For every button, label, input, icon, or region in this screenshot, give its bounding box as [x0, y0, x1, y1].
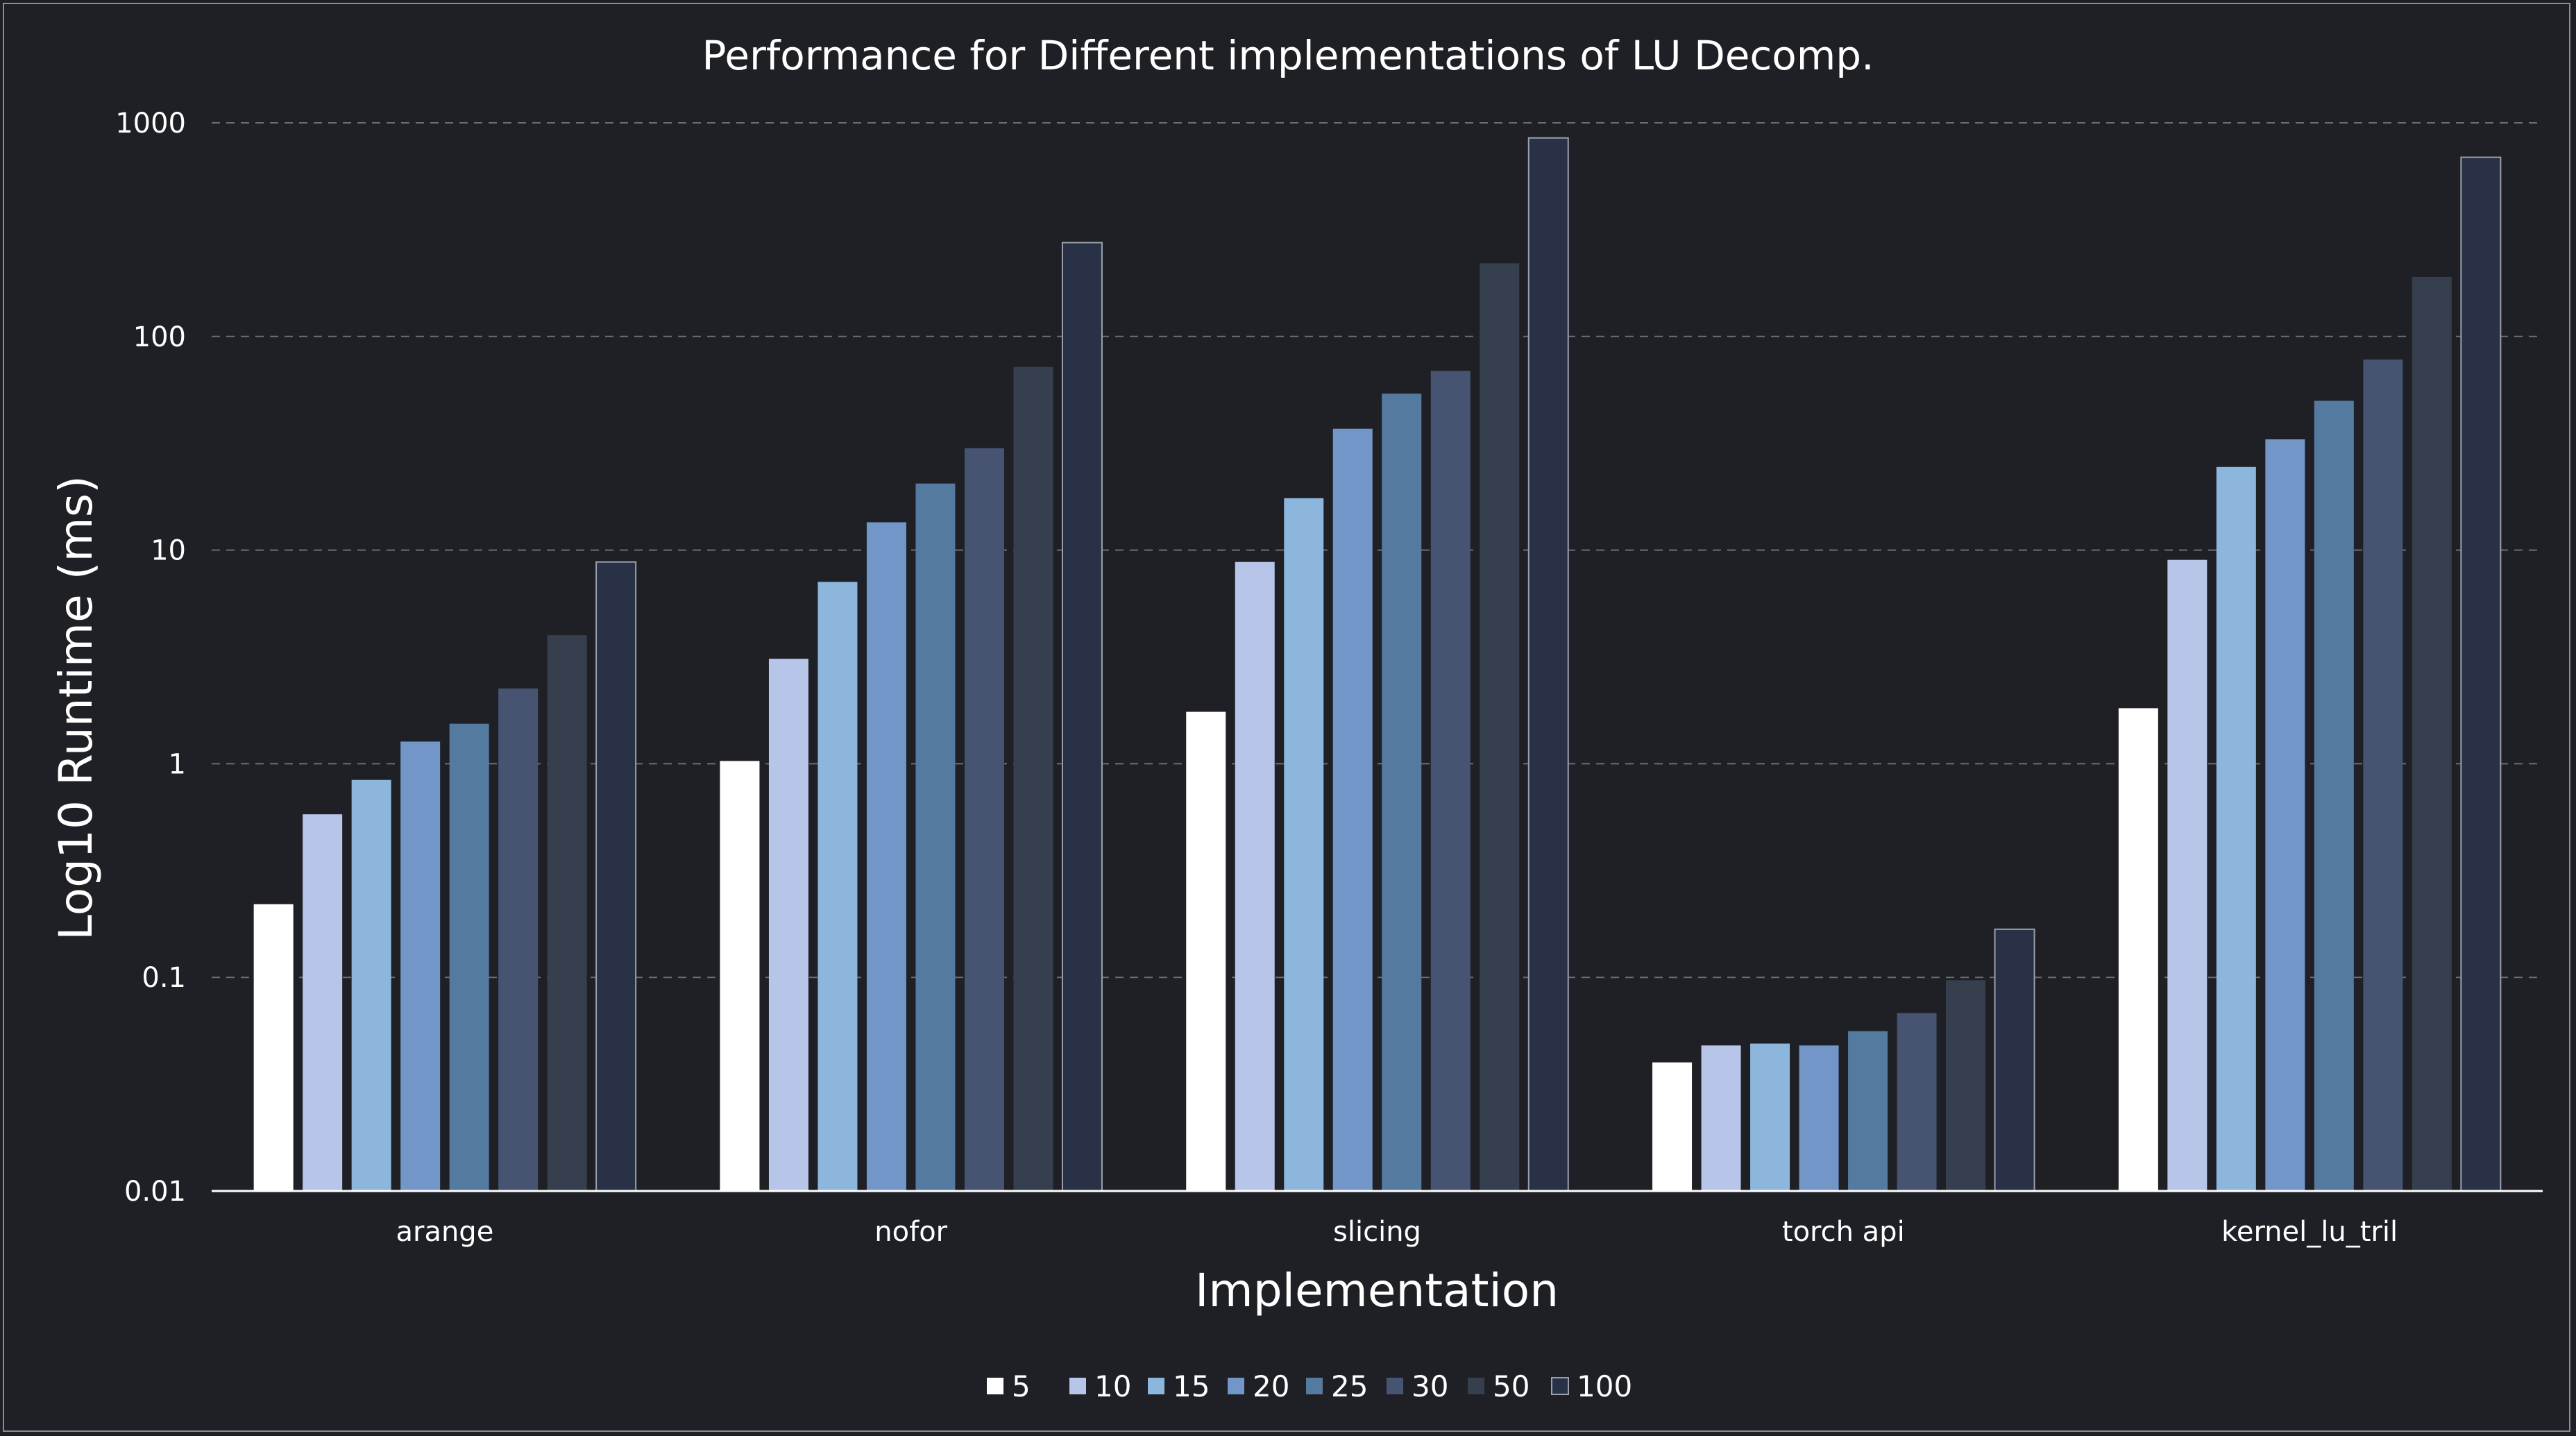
legend-swatch: [1306, 1378, 1323, 1394]
y-tick-label: 0.1: [142, 962, 186, 994]
bar-slicing-30: [1430, 371, 1471, 1191]
bar-torch-api-30: [1897, 1013, 1937, 1191]
y-tick-label: 0.01: [124, 1176, 186, 1208]
bar-kernel_lu_tril-20: [2265, 439, 2305, 1191]
bar-kernel_lu_tril-30: [2363, 360, 2403, 1191]
y-tick-label: 100: [133, 321, 186, 353]
legend-swatch: [1148, 1378, 1164, 1394]
legend-item: 5: [987, 1369, 1031, 1403]
legend-item: 100: [1551, 1369, 1632, 1403]
bar-nofor-25: [915, 483, 956, 1191]
bar-torch-api-100: [1994, 928, 2035, 1192]
legend-label: 10: [1094, 1369, 1131, 1403]
legend: 5 10 15 20 25 30 50 100: [987, 1369, 1632, 1403]
legend-item: 25: [1306, 1369, 1368, 1403]
bar-nofor-30: [964, 448, 1004, 1191]
legend-label: 20: [1253, 1369, 1289, 1403]
bar-slicing-15: [1284, 498, 1324, 1191]
bar-torch-api-20: [1799, 1045, 1839, 1191]
y-axis-ticks: 0.01 0.1 1 10 100 1000: [115, 108, 186, 1208]
bar-torch-api-10: [1701, 1045, 1741, 1191]
chart-frame: [3, 3, 2570, 1432]
bar-kernel_lu_tril-100: [2460, 156, 2502, 1192]
bars: [253, 137, 2502, 1192]
bar-kernel_lu_tril-15: [2216, 466, 2256, 1191]
bar-arange-50: [547, 635, 587, 1191]
bar-arange-20: [400, 741, 441, 1191]
legend-item: 15: [1148, 1369, 1210, 1403]
bar-nofor-50: [1013, 366, 1053, 1191]
bar-nofor-5: [720, 761, 760, 1191]
bar-arange-15: [351, 779, 391, 1191]
bar-arange-5: [253, 904, 294, 1191]
bar-slicing-10: [1235, 561, 1275, 1191]
bar-slicing-25: [1382, 394, 1422, 1191]
legend-item: 50: [1468, 1369, 1530, 1403]
bar-slicing-20: [1332, 428, 1373, 1191]
bar-arange-10: [303, 814, 343, 1191]
legend-swatch: [1387, 1378, 1403, 1394]
x-tick-label: arange: [396, 1216, 493, 1248]
y-axis-title: Log10 Runtime (ms): [49, 475, 103, 940]
bar-nofor-100: [1061, 242, 1103, 1192]
legend-swatch: [1468, 1378, 1484, 1394]
y-tick-label: 1: [169, 748, 186, 780]
legend-label: 100: [1577, 1369, 1632, 1403]
legend-label: 25: [1331, 1369, 1368, 1403]
bar-torch-api-5: [1652, 1062, 1693, 1191]
legend-swatch: [1228, 1378, 1244, 1394]
legend-swatch: [987, 1378, 1003, 1394]
bar-kernel_lu_tril-5: [2118, 708, 2158, 1191]
legend-swatch: [1551, 1377, 1569, 1395]
legend-item: 10: [1069, 1369, 1131, 1403]
bar-nofor-10: [768, 659, 808, 1191]
x-tick-label: nofor: [874, 1216, 947, 1248]
bar-kernel_lu_tril-25: [2314, 400, 2354, 1191]
chart-title: Performance for Different implementation…: [702, 32, 1874, 79]
bar-kernel_lu_tril-10: [2167, 559, 2208, 1191]
bar-torch-api-15: [1750, 1043, 1790, 1191]
x-axis-title: Implementation: [1195, 1264, 1559, 1317]
x-tick-label: kernel_lu_tril: [2221, 1216, 2398, 1248]
legend-item: 30: [1387, 1369, 1448, 1403]
x-tick-label: slicing: [1333, 1216, 1421, 1248]
bar-arange-25: [449, 723, 489, 1191]
legend-swatch: [1069, 1378, 1086, 1394]
legend-label: 15: [1173, 1369, 1210, 1403]
bar-nofor-15: [817, 582, 858, 1191]
bar-kernel_lu_tril-50: [2412, 276, 2452, 1191]
x-axis-categories: arange nofor slicing torch api kernel_lu_tri…: [396, 1216, 2398, 1248]
bar-arange-100: [595, 561, 637, 1192]
bar-torch-api-25: [1848, 1031, 1888, 1191]
bar-slicing-50: [1480, 263, 1520, 1191]
legend-label: 30: [1412, 1369, 1448, 1403]
legend-label: 50: [1493, 1369, 1530, 1403]
y-tick-label: 1000: [115, 108, 186, 140]
y-tick-label: 10: [151, 535, 186, 567]
bar-slicing-100: [1527, 137, 1569, 1192]
legend-item: 20: [1228, 1369, 1289, 1403]
bar-slicing-5: [1186, 711, 1226, 1191]
bar-torch-api-50: [1946, 980, 1986, 1191]
bar-nofor-20: [866, 522, 906, 1191]
legend-label: 5: [1012, 1369, 1031, 1403]
x-tick-label: torch api: [1782, 1216, 1905, 1248]
bar-arange-30: [498, 688, 539, 1191]
